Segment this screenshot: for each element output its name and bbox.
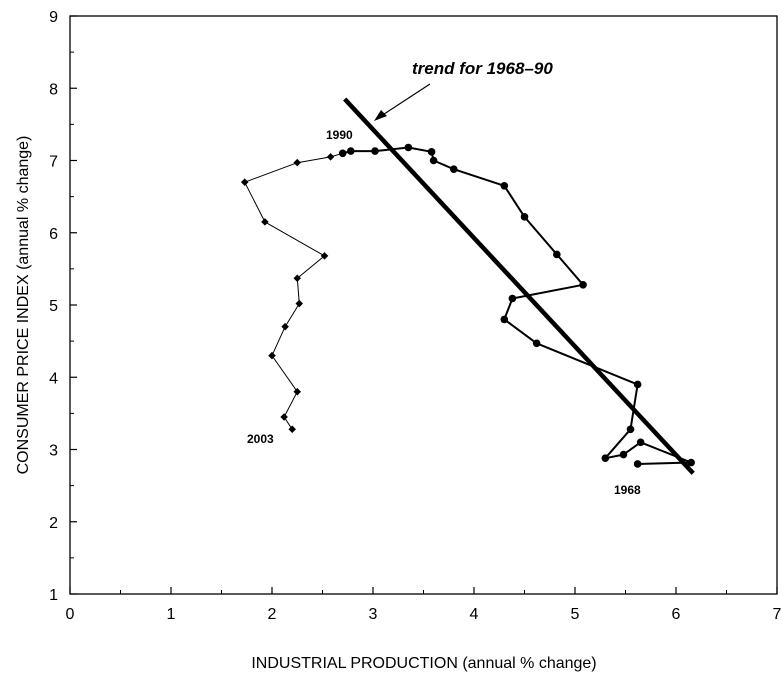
y-tick-label: 1	[49, 587, 58, 604]
y-tick-label: 6	[49, 226, 58, 243]
y-tick-label: 7	[49, 154, 58, 171]
data-point-diamond	[288, 425, 296, 434]
data-point-diamond	[338, 149, 347, 158]
data-point	[636, 438, 645, 447]
data-point	[371, 147, 379, 155]
data-point-diamond	[281, 322, 289, 331]
y-tick-label: 3	[49, 443, 58, 460]
data-point-diamond	[268, 351, 276, 360]
data-point	[450, 165, 458, 173]
data-point	[520, 213, 529, 221]
x-tick-label: 0	[66, 606, 75, 623]
data-point-diamond	[280, 413, 288, 421]
data-point	[687, 458, 695, 467]
data-point	[579, 280, 587, 289]
label-1968: 1968	[614, 483, 641, 497]
x-tick-label: 1	[167, 606, 176, 623]
data-point	[601, 454, 610, 462]
data-point-diamond	[295, 299, 304, 308]
data-point	[553, 250, 561, 259]
y-tick-label: 5	[49, 298, 58, 315]
data-point	[633, 380, 642, 389]
data-point	[500, 181, 509, 190]
data-point-diamond	[293, 387, 302, 396]
data-point-diamond	[320, 252, 329, 260]
x-tick-label: 4	[470, 606, 479, 623]
y-axis-title: CONSUMER PRICE INDEX (annual % change)	[15, 136, 32, 475]
data-point	[532, 339, 541, 348]
x-tick-label: 7	[773, 606, 782, 623]
data-point	[346, 147, 355, 155]
x-tick-label: 6	[672, 606, 681, 623]
x-tick-label: 2	[268, 606, 277, 623]
label-2003: 2003	[247, 432, 274, 446]
trend-annotation-label: trend for 1968–90	[412, 59, 553, 78]
data-point	[500, 315, 509, 324]
data-point-diamond	[293, 158, 302, 167]
data-point	[633, 460, 642, 468]
data-point-diamond	[261, 218, 269, 226]
label-1990: 1990	[326, 128, 353, 142]
data-point	[626, 425, 635, 434]
plot-frame	[69, 15, 778, 595]
x-tick-label: 5	[571, 606, 580, 623]
x-tick-label: 3	[369, 606, 378, 623]
data-point	[427, 148, 436, 156]
data-point-diamond	[326, 153, 335, 161]
y-tick-label: 8	[49, 81, 58, 98]
x-axis-title: INDUSTRIAL PRODUCTION (annual % change)	[251, 655, 596, 672]
y-tick-label: 9	[49, 9, 58, 26]
data-point-diamond	[240, 178, 249, 186]
data-point-diamond	[293, 274, 302, 283]
data-point	[429, 156, 438, 165]
trend-line	[343, 97, 695, 475]
data-point	[404, 143, 413, 152]
data-point	[508, 294, 517, 303]
trend-annotation-arrow-shaft	[377, 83, 431, 119]
series-1990-2003-line	[244, 152, 343, 430]
data-point	[619, 450, 628, 459]
y-tick-label: 2	[49, 515, 58, 532]
trend-annotation-arrowhead	[374, 110, 387, 121]
y-tick-label: 4	[49, 370, 58, 387]
